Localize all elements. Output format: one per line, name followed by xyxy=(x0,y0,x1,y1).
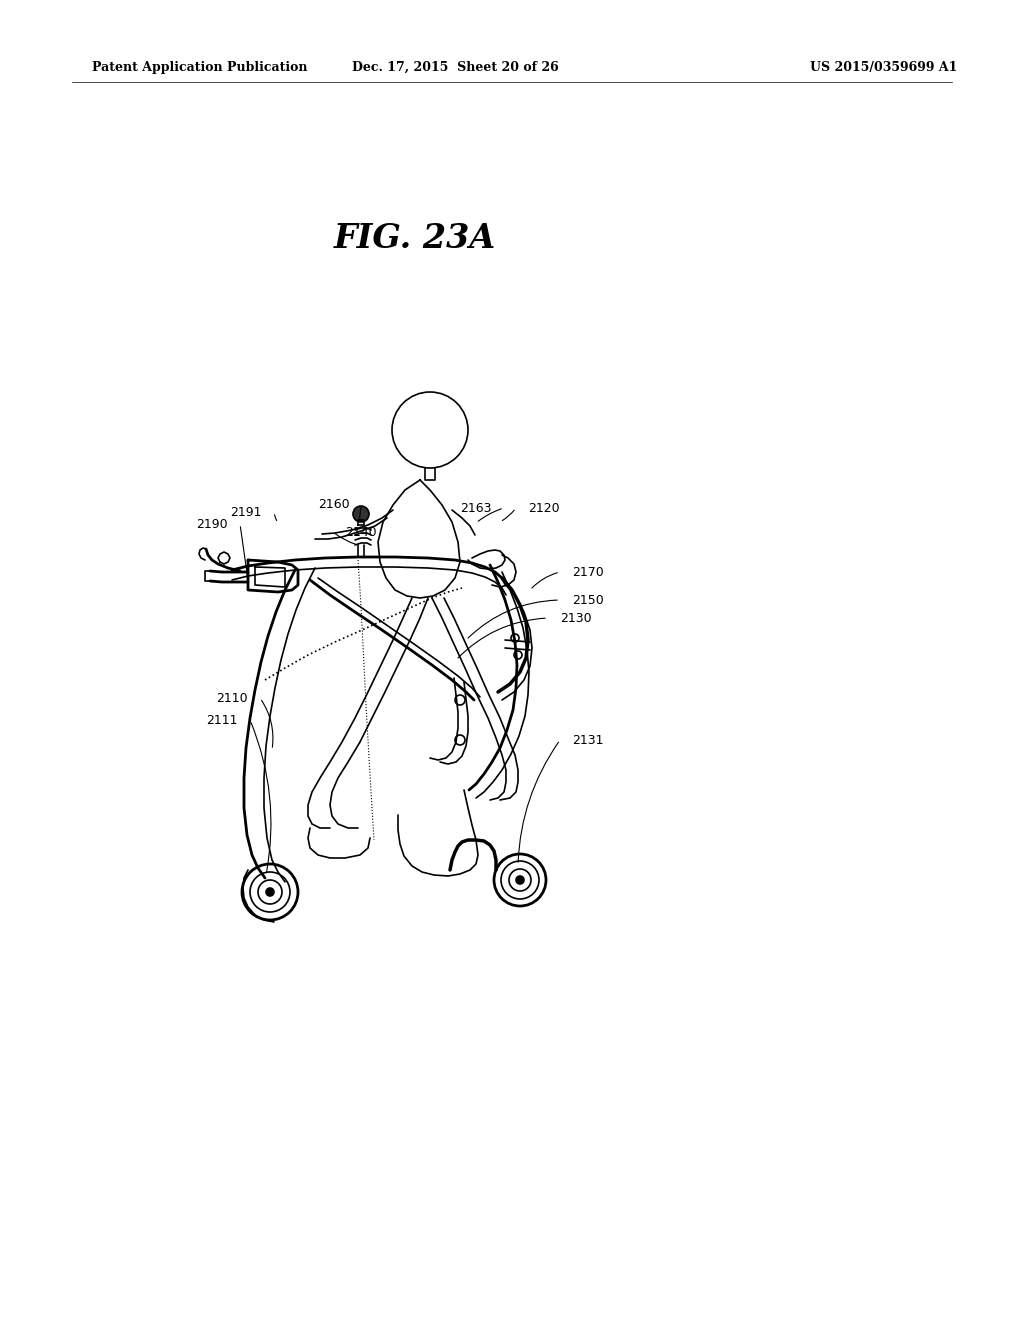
Text: 2191: 2191 xyxy=(230,506,262,519)
Text: 2120: 2120 xyxy=(528,502,560,515)
Text: 2150: 2150 xyxy=(572,594,604,606)
Text: 2110: 2110 xyxy=(216,692,248,705)
Text: Patent Application Publication: Patent Application Publication xyxy=(92,61,307,74)
Text: 2130: 2130 xyxy=(560,611,592,624)
Text: 2140: 2140 xyxy=(345,525,377,539)
Text: US 2015/0359699 A1: US 2015/0359699 A1 xyxy=(810,61,957,74)
Text: 2190: 2190 xyxy=(197,517,228,531)
Text: 2131: 2131 xyxy=(572,734,603,747)
Text: 2163: 2163 xyxy=(461,502,492,515)
Circle shape xyxy=(516,876,524,884)
Circle shape xyxy=(266,888,274,896)
Text: 2170: 2170 xyxy=(572,565,604,578)
Circle shape xyxy=(353,506,369,521)
Text: 2160: 2160 xyxy=(318,498,350,511)
Text: 2111: 2111 xyxy=(207,714,238,726)
Text: FIG. 23A: FIG. 23A xyxy=(334,222,496,255)
Text: Dec. 17, 2015  Sheet 20 of 26: Dec. 17, 2015 Sheet 20 of 26 xyxy=(351,61,558,74)
